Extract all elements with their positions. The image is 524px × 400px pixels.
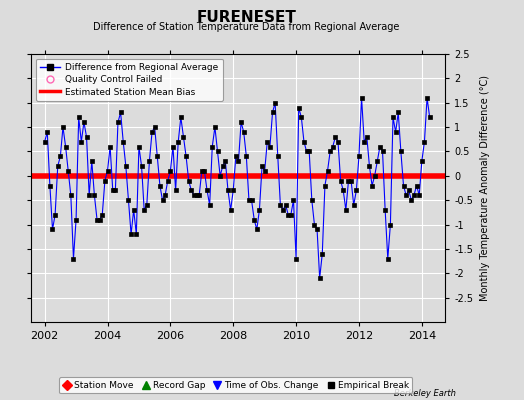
Text: Difference of Station Temperature Data from Regional Average: Difference of Station Temperature Data f…: [93, 22, 399, 32]
Text: FURENESET: FURENESET: [196, 10, 296, 25]
Legend: Station Move, Record Gap, Time of Obs. Change, Empirical Break: Station Move, Record Gap, Time of Obs. C…: [59, 377, 412, 394]
Legend: Difference from Regional Average, Quality Control Failed, Estimated Station Mean: Difference from Regional Average, Qualit…: [36, 58, 223, 101]
Text: Berkeley Earth: Berkeley Earth: [394, 389, 456, 398]
Y-axis label: Monthly Temperature Anomaly Difference (°C): Monthly Temperature Anomaly Difference (…: [481, 75, 490, 301]
